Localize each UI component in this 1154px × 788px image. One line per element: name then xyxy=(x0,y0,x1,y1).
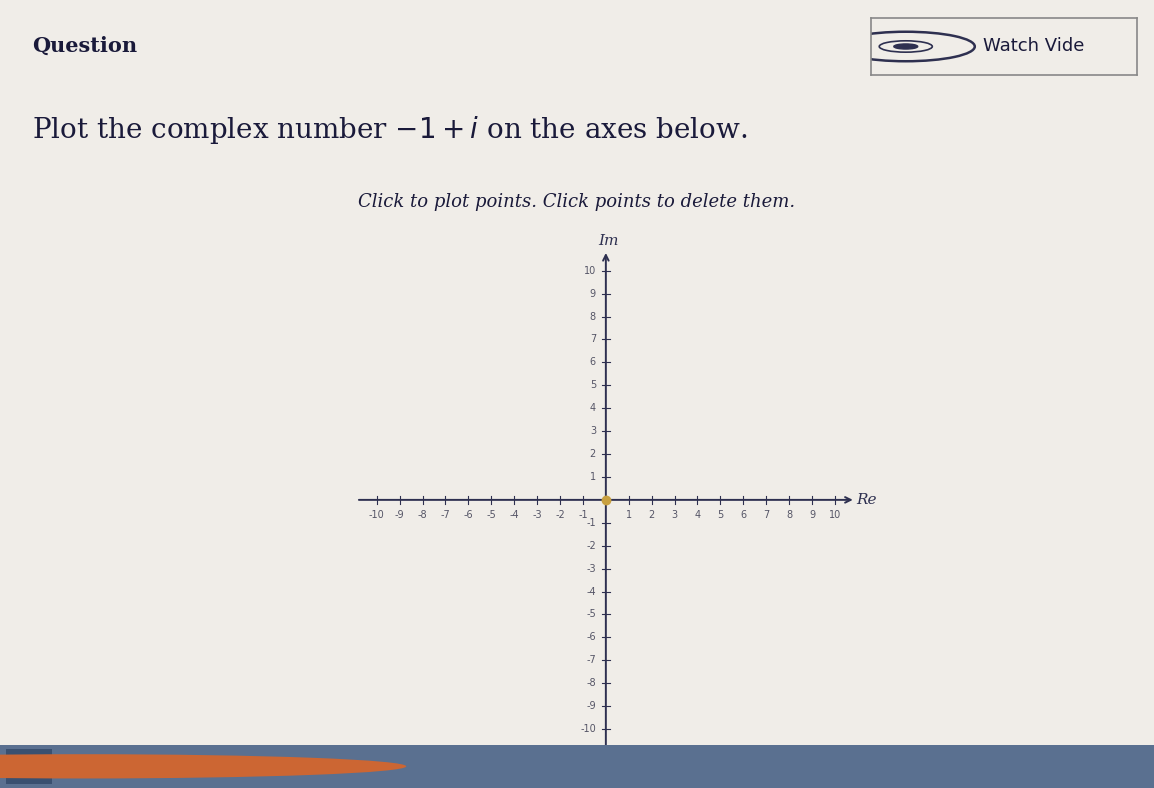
Text: 4: 4 xyxy=(695,510,700,520)
Text: 9: 9 xyxy=(590,288,595,299)
Text: 3: 3 xyxy=(590,426,595,436)
Text: -8: -8 xyxy=(418,510,427,520)
Text: 6: 6 xyxy=(590,358,595,367)
Text: -2: -2 xyxy=(555,510,565,520)
Text: Click to plot points. Click points to delete them.: Click to plot points. Click points to de… xyxy=(359,193,795,211)
Text: 8: 8 xyxy=(786,510,792,520)
Text: -3: -3 xyxy=(532,510,542,520)
Text: Question: Question xyxy=(32,35,137,55)
Text: 7: 7 xyxy=(763,510,770,520)
Text: -9: -9 xyxy=(586,701,595,711)
Text: -1: -1 xyxy=(586,518,595,528)
Text: Im: Im xyxy=(598,234,619,248)
Text: Re: Re xyxy=(856,492,877,507)
Text: 2: 2 xyxy=(649,510,654,520)
Text: 1: 1 xyxy=(590,472,595,482)
Bar xyxy=(6,749,52,783)
Text: 7: 7 xyxy=(590,334,595,344)
Text: 10: 10 xyxy=(829,510,841,520)
Circle shape xyxy=(0,754,406,779)
Text: -4: -4 xyxy=(586,586,595,597)
Text: 9: 9 xyxy=(809,510,815,520)
Text: 1: 1 xyxy=(625,510,632,520)
Text: -3: -3 xyxy=(586,563,595,574)
Text: -5: -5 xyxy=(586,609,595,619)
Text: -8: -8 xyxy=(586,678,595,688)
Text: -6: -6 xyxy=(464,510,473,520)
Text: -7: -7 xyxy=(441,510,450,520)
Text: -10: -10 xyxy=(580,724,595,734)
Text: -5: -5 xyxy=(487,510,496,520)
Text: -6: -6 xyxy=(586,632,595,642)
Text: 5: 5 xyxy=(590,381,595,390)
Text: -7: -7 xyxy=(586,656,595,665)
Text: 4: 4 xyxy=(590,403,595,413)
Text: 10: 10 xyxy=(584,266,595,276)
Circle shape xyxy=(894,44,917,49)
Text: Plot the complex number $-1 + i$ on the axes below.: Plot the complex number $-1 + i$ on the … xyxy=(32,114,748,147)
Text: 8: 8 xyxy=(590,311,595,322)
Text: -1: -1 xyxy=(578,510,587,520)
Text: 6: 6 xyxy=(740,510,747,520)
Text: -10: -10 xyxy=(369,510,384,520)
Text: Watch Vide: Watch Vide xyxy=(983,38,1084,55)
Point xyxy=(597,493,615,506)
Text: -2: -2 xyxy=(586,541,595,551)
Text: 3: 3 xyxy=(672,510,677,520)
Text: -9: -9 xyxy=(395,510,404,520)
Text: -4: -4 xyxy=(509,510,519,520)
Text: 5: 5 xyxy=(718,510,724,520)
Text: 2: 2 xyxy=(590,449,595,459)
